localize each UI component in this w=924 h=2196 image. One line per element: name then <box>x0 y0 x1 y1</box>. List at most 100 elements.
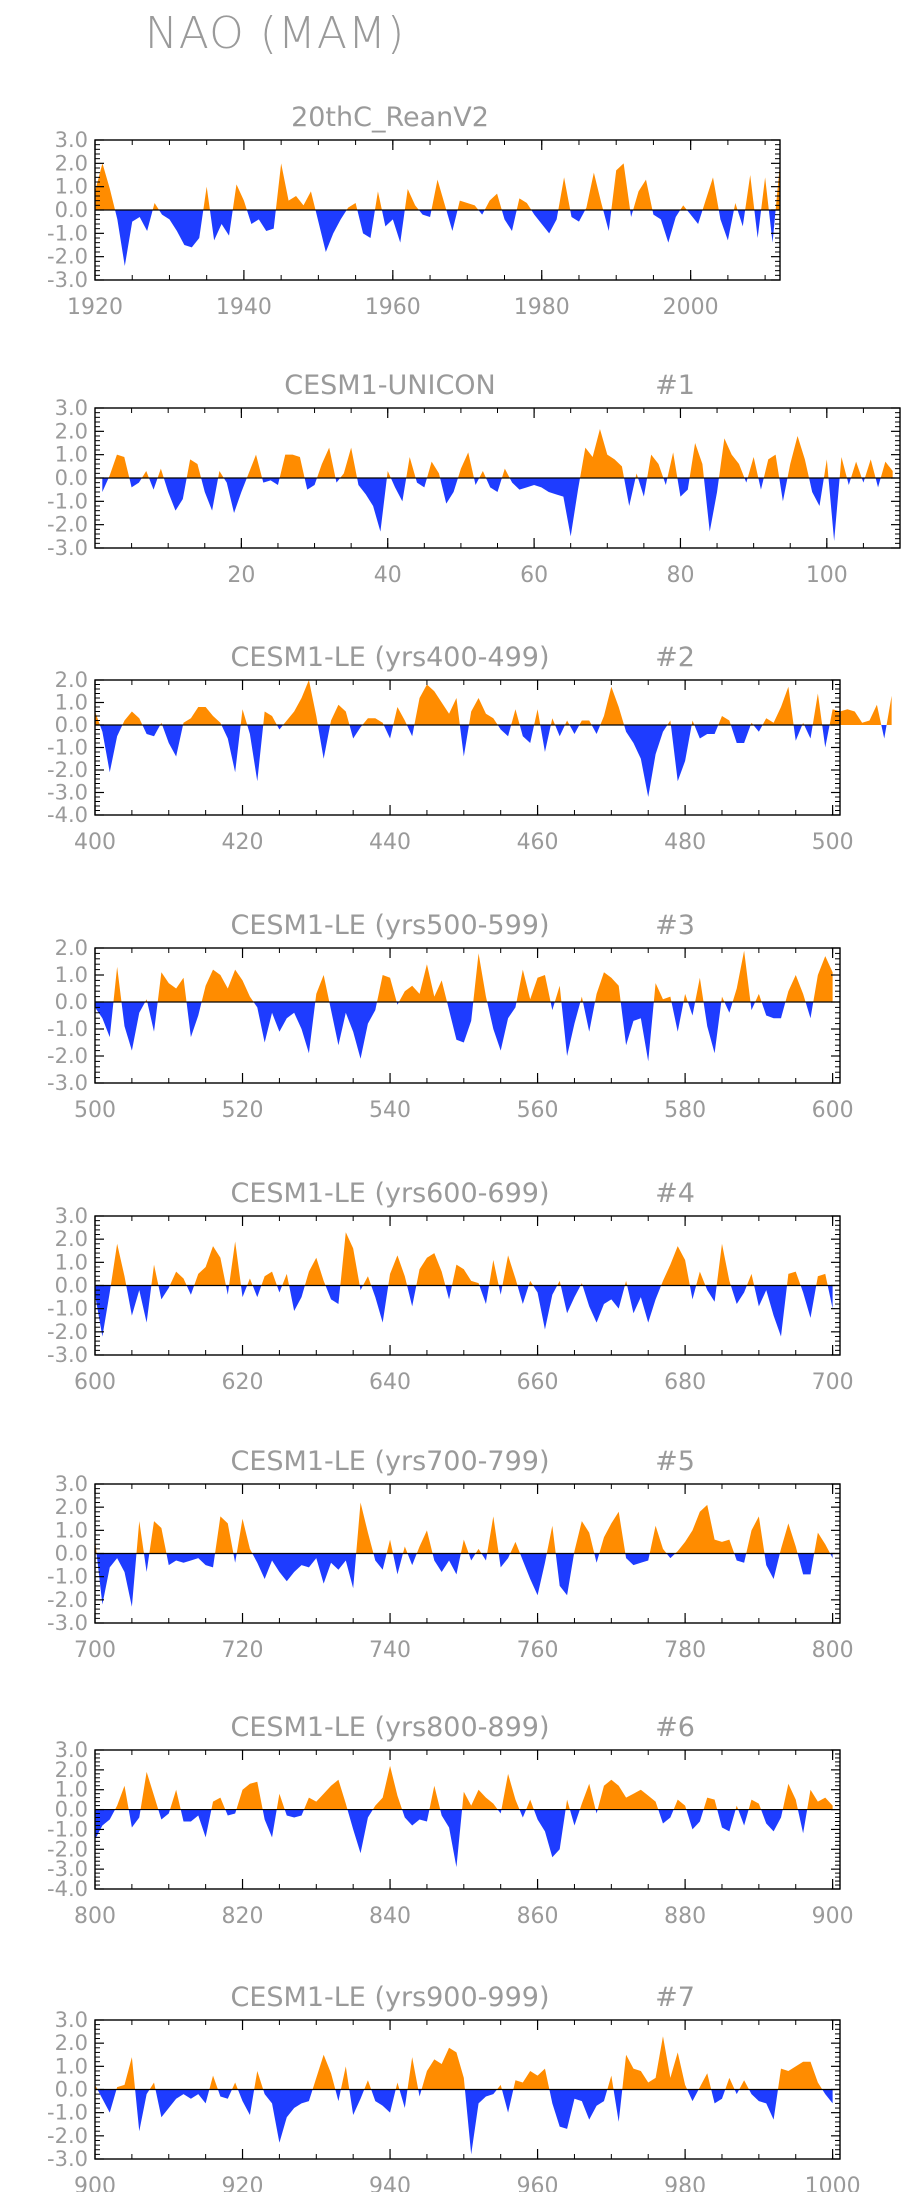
x-tick-label: 680 <box>664 1370 706 1395</box>
x-tick-label: 20 <box>227 563 255 588</box>
x-tick-label: 400 <box>74 830 116 855</box>
y-tick-label: 2.0 <box>55 668 88 692</box>
x-tick-label: 480 <box>664 830 706 855</box>
negative-nao-area <box>95 1809 833 1868</box>
figure-title: NAO (MAM) <box>144 8 406 59</box>
panel-run-label: #1 <box>655 370 695 401</box>
y-tick-label: 2.0 <box>55 151 88 175</box>
y-tick-label: -3.0 <box>47 1611 88 1635</box>
panel-run-label: #3 <box>655 910 695 941</box>
x-tick-label: 600 <box>812 1098 854 1123</box>
x-tick-label: 700 <box>812 1370 854 1395</box>
panel-title: 20thC_ReanV2 <box>291 102 489 133</box>
y-tick-label: 2.0 <box>55 1495 88 1519</box>
y-tick-label: -3.0 <box>47 2147 88 2171</box>
y-tick-label: -1.0 <box>47 1017 88 1041</box>
x-tick-label: 1980 <box>514 295 570 320</box>
y-tick-label: -1.0 <box>47 2101 88 2125</box>
negative-nao-area <box>95 210 780 266</box>
y-tick-label: -4.0 <box>47 803 88 827</box>
x-tick-label: 800 <box>74 1904 116 1929</box>
x-tick-label: 780 <box>664 1638 706 1663</box>
y-tick-label: -3.0 <box>47 781 88 805</box>
x-tick-label: 620 <box>222 1370 264 1395</box>
positive-nao-area <box>95 1765 833 1810</box>
y-tick-label: 1.0 <box>55 443 88 467</box>
y-tick-label: 3.0 <box>55 396 88 420</box>
y-tick-label: 0.0 <box>55 198 88 222</box>
y-tick-label: -3.0 <box>47 268 88 292</box>
x-tick-label: 940 <box>369 2174 411 2192</box>
nao-panel-4: CESM1-LE (yrs600-699) #4 -3.0-2.0-1.00.01.… <box>47 1178 854 1395</box>
nao-panel-5: CESM1-LE (yrs700-799) #5 -3.0-2.0-1.00.01.… <box>47 1446 854 1663</box>
plot-frame <box>94 1749 841 1890</box>
x-tick-label: 920 <box>222 2174 264 2192</box>
x-tick-label: 100 <box>806 563 848 588</box>
y-tick-label: -2.0 <box>47 1588 88 1612</box>
x-tick-label: 540 <box>369 1098 411 1123</box>
positive-nao-area <box>95 163 780 210</box>
negative-nao-area <box>95 1285 833 1337</box>
x-tick-label: 2000 <box>663 295 719 320</box>
panel-run-label: #5 <box>655 1446 695 1477</box>
plot-frame <box>94 679 841 816</box>
x-tick-label: 60 <box>520 563 548 588</box>
y-tick-label: 2.0 <box>55 1758 88 1782</box>
y-tick-label: -1.0 <box>47 1565 88 1589</box>
x-tick-label: 980 <box>664 2174 706 2192</box>
y-tick-label: 1.0 <box>55 1250 88 1274</box>
panel-title: CESM1-LE (yrs900-999) <box>231 1982 550 2013</box>
y-tick-label: 1.0 <box>55 963 88 987</box>
y-tick-label: 3.0 <box>55 128 88 152</box>
y-tick-label: -2.0 <box>47 758 88 782</box>
panel-run-label: #4 <box>655 1178 695 1209</box>
panel-title: CESM1-LE (yrs500-599) <box>231 910 550 941</box>
y-tick-label: -3.0 <box>47 1343 88 1367</box>
y-tick-label: 1.0 <box>55 2054 88 2078</box>
y-tick-label: 3.0 <box>55 1738 88 1762</box>
x-tick-label: 460 <box>517 830 559 855</box>
negative-nao-area <box>95 1553 833 1607</box>
negative-nao-area <box>95 1002 833 1062</box>
y-tick-label: -3.0 <box>47 536 88 560</box>
x-tick-label: 900 <box>74 2174 116 2192</box>
panel-title: CESM1-LE (yrs700-799) <box>231 1446 550 1477</box>
y-tick-label: 0.0 <box>55 1542 88 1566</box>
x-tick-label: 960 <box>517 2174 559 2192</box>
y-tick-label: -2.0 <box>47 1837 88 1861</box>
x-tick-label: 420 <box>222 830 264 855</box>
y-tick-label: 0.0 <box>55 713 88 737</box>
y-tick-label: 0.0 <box>55 990 88 1014</box>
y-tick-label: -3.0 <box>47 1071 88 1095</box>
positive-nao-area <box>95 680 892 725</box>
y-tick-label: -1.0 <box>47 221 88 245</box>
y-tick-label: -3.0 <box>47 1857 88 1881</box>
y-tick-label: -2.0 <box>47 513 88 537</box>
y-tick-label: -1.0 <box>47 1297 88 1321</box>
x-tick-label: 500 <box>74 1098 116 1123</box>
x-tick-label: 600 <box>74 1370 116 1395</box>
y-tick-label: -2.0 <box>47 1320 88 1344</box>
y-tick-label: 0.0 <box>55 1274 88 1298</box>
negative-nao-area <box>95 725 892 797</box>
x-tick-label: 40 <box>374 563 402 588</box>
y-tick-label: 3.0 <box>55 1204 88 1228</box>
positive-nao-area <box>95 1502 833 1554</box>
panel-title: CESM1-LE (yrs600-699) <box>231 1178 550 1209</box>
nao-panel-1: CESM1-UNICON #1 -3.0-2.0-1.00.01.02.03.0 20… <box>47 370 901 588</box>
y-tick-label: 2.0 <box>55 419 88 443</box>
y-tick-label: 0.0 <box>55 466 88 490</box>
x-tick-label: 900 <box>812 1904 854 1929</box>
x-tick-label: 880 <box>664 1904 706 1929</box>
x-tick-label: 500 <box>812 830 854 855</box>
x-tick-label: 560 <box>517 1098 559 1123</box>
nao-panel-7: CESM1-LE (yrs900-999) #7 -3.0-2.0-1.00.01.… <box>47 1982 861 2196</box>
y-tick-label: -1.0 <box>47 1817 88 1841</box>
y-tick-label: 1.0 <box>55 1518 88 1542</box>
positive-nao-area <box>95 2036 833 2090</box>
y-tick-label: -2.0 <box>47 2124 88 2148</box>
negative-nao-area <box>95 2089 833 2155</box>
panel-run-label: #6 <box>655 1712 695 1743</box>
